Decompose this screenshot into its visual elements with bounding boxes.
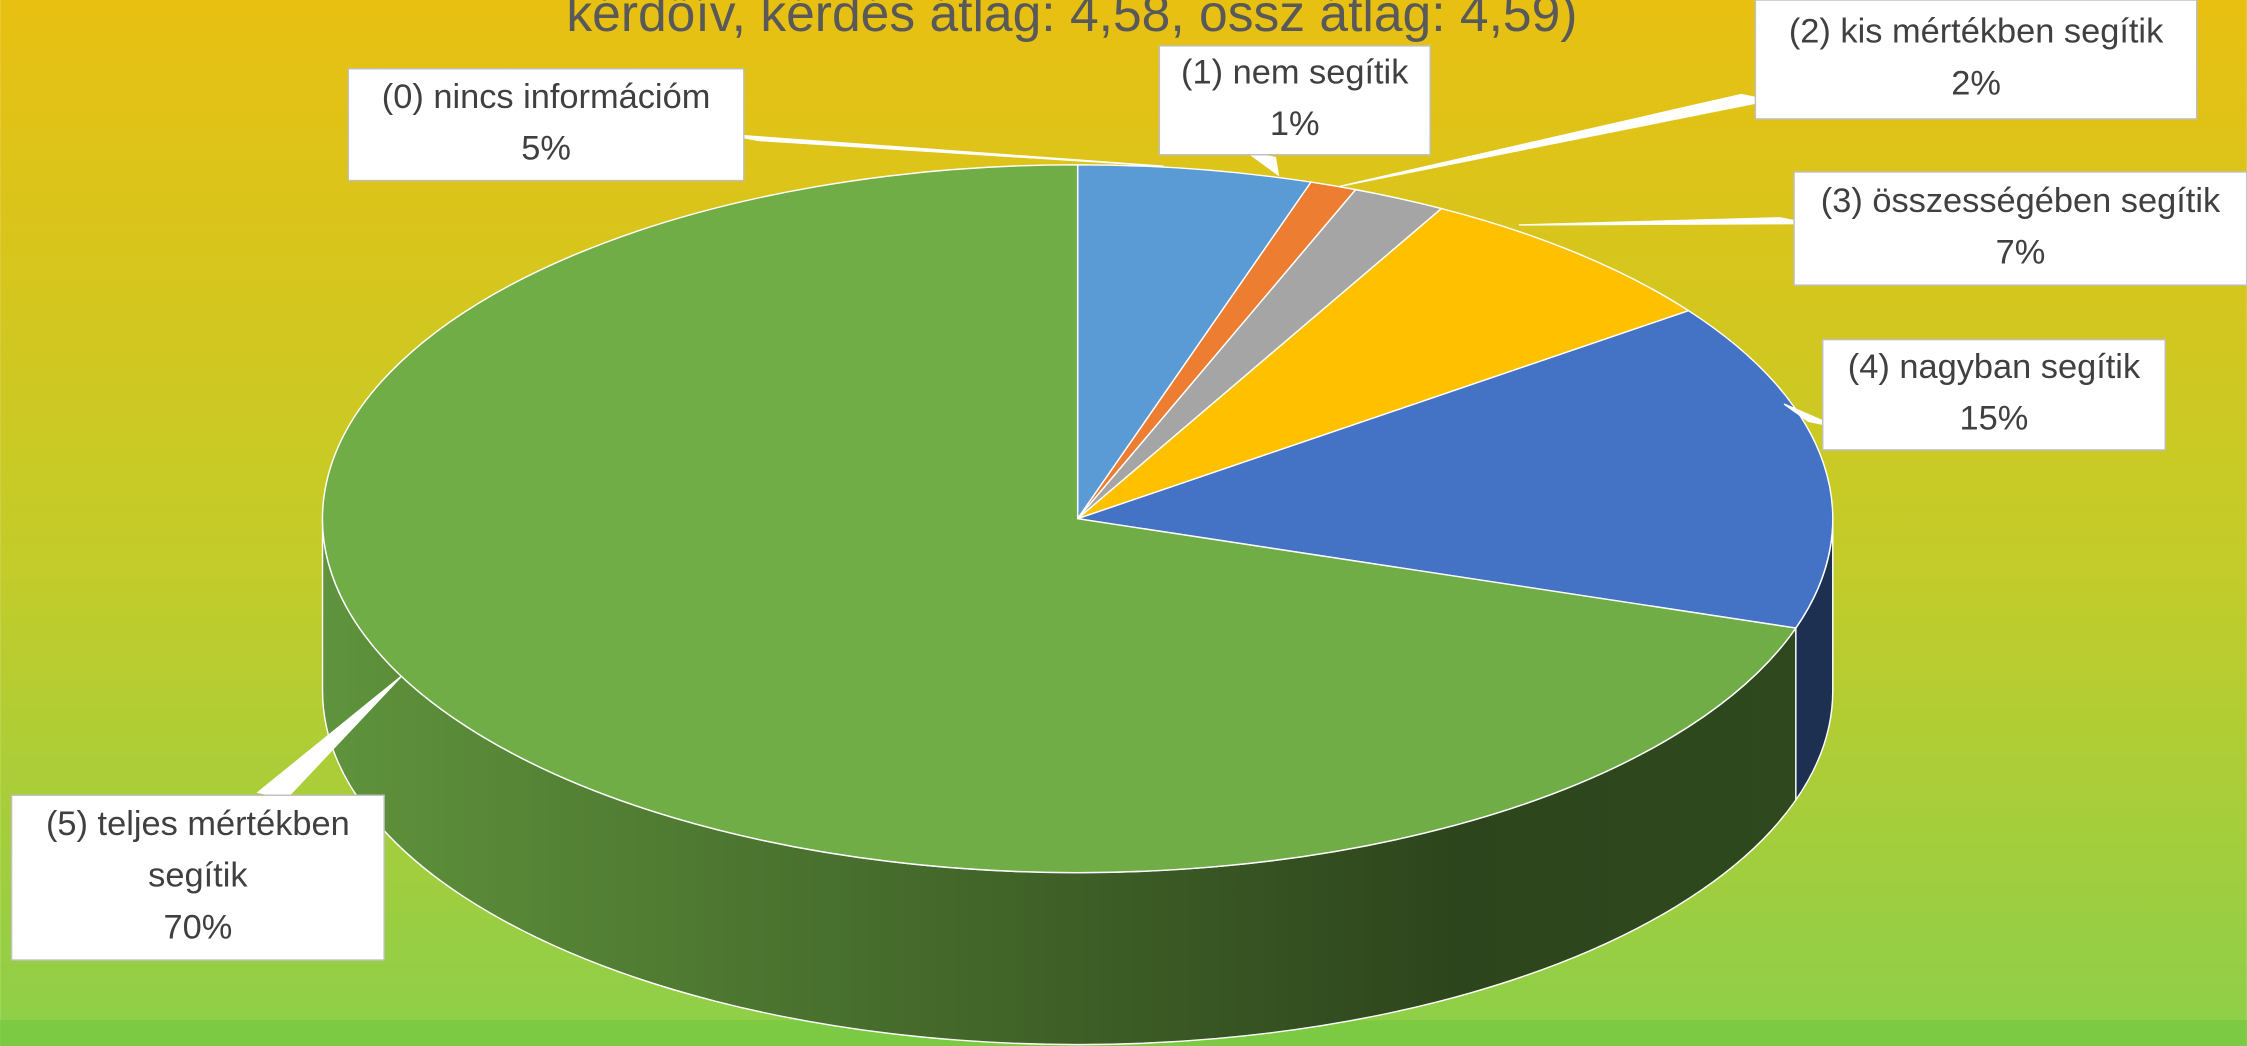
pie-slice — [1077, 309, 1834, 629]
data-label-box — [1822, 338, 2166, 451]
data-label-box — [1754, 0, 2198, 120]
data-label-box — [347, 68, 745, 182]
category-label: (2) kis mértékben segítik — [1789, 13, 2164, 51]
category-label: (4) nagyban segítik — [1848, 348, 2141, 386]
value-label: 15% — [1960, 400, 2029, 438]
value-label: 1% — [1270, 105, 1320, 143]
value-label: 7% — [1996, 233, 2046, 271]
data-label-box — [1158, 45, 1431, 156]
pie-slice — [1076, 164, 1313, 521]
chart-title: kérdőív, kérdés átlag: 4,58, össz átlag:… — [566, 0, 1577, 42]
pie-slice — [321, 164, 1798, 874]
value-label: 2% — [1951, 64, 2001, 102]
category-label: (5) teljes mértékben segítik — [46, 805, 350, 895]
data-label-box — [1793, 171, 2247, 286]
data-label-box — [10, 794, 385, 961]
value-label: 70% — [163, 908, 232, 946]
category-label: (0) nincs információm — [382, 78, 711, 116]
category-label: (3) összességében segítik — [1821, 182, 2221, 220]
pie-slice — [1077, 207, 1691, 520]
value-label: 5% — [521, 130, 571, 168]
category-label: (1) nem segítik — [1181, 54, 1409, 92]
